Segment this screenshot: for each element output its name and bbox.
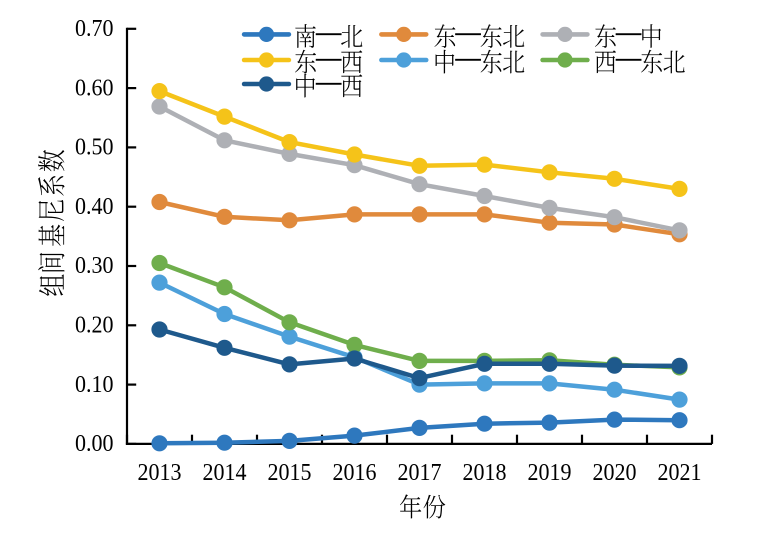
svg-text:0.10: 0.10 [75, 371, 114, 398]
svg-text:2013: 2013 [138, 459, 182, 486]
svg-text:2017: 2017 [398, 459, 442, 486]
svg-text:0.50: 0.50 [75, 134, 114, 161]
svg-text:0.30: 0.30 [75, 252, 114, 279]
svg-text:2016: 2016 [333, 459, 377, 486]
svg-text:0.70: 0.70 [75, 15, 114, 42]
svg-text:2019: 2019 [528, 459, 572, 486]
svg-text:0.20: 0.20 [75, 312, 114, 339]
svg-text:2018: 2018 [463, 459, 507, 486]
svg-text:2020: 2020 [593, 459, 637, 486]
svg-text:0.00: 0.00 [75, 430, 114, 457]
svg-text:0.40: 0.40 [75, 193, 114, 220]
svg-text:2014: 2014 [203, 459, 247, 486]
svg-text:0.60: 0.60 [75, 74, 114, 101]
svg-text:2021: 2021 [658, 459, 702, 486]
svg-text:2015: 2015 [268, 459, 312, 486]
